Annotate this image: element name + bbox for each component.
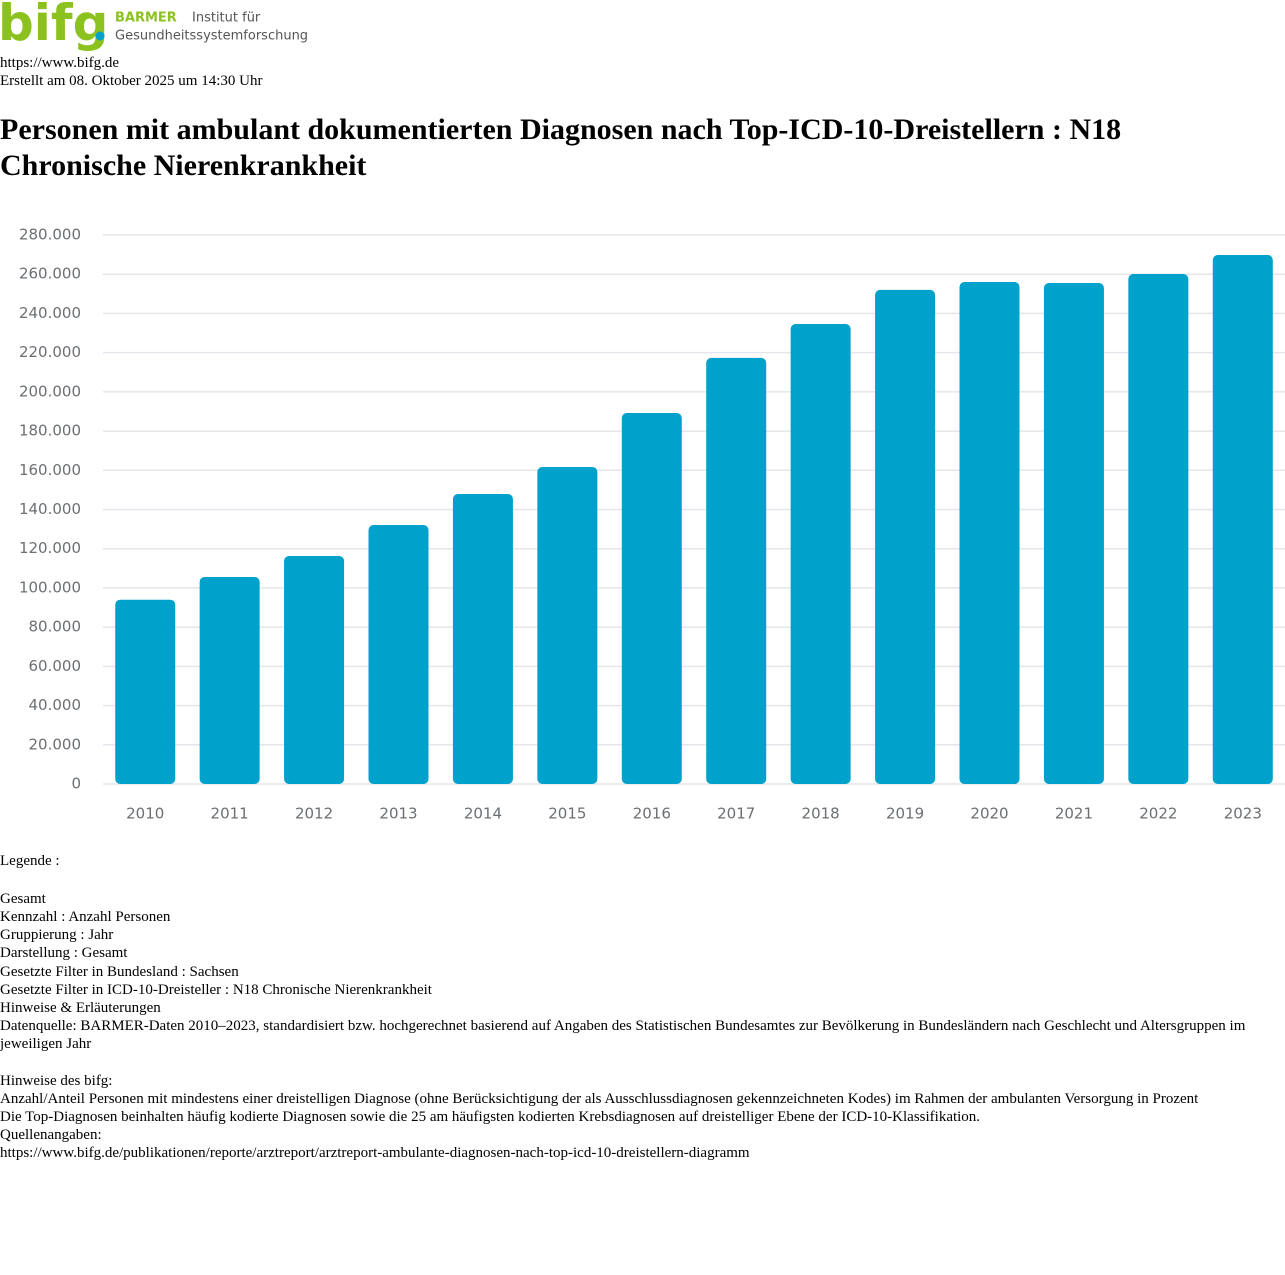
logo-dot: [95, 31, 105, 41]
x-tick-label: 2021: [1055, 805, 1093, 823]
detail-line: Datenquelle: BARMER-Daten 2010–2023, sta…: [0, 1018, 1246, 1053]
legend-label: Legende :: [0, 853, 60, 869]
note-line: Quellenangaben:: [0, 1127, 102, 1144]
bar: [115, 599, 176, 784]
logo-institute: Institut für: [192, 11, 261, 26]
y-tick-label: 180.000: [19, 422, 81, 440]
created: Erstellt am 08. Oktober 2025 um 14:30 Uh…: [0, 73, 263, 89]
bar: [790, 324, 851, 784]
legend-entry: Gesamt: [0, 891, 46, 907]
x-tick-label: 2020: [970, 805, 1008, 823]
logo: bifg BARMER Institut für Gesundheitssyst…: [0, 0, 308, 52]
y-tick-label: 0: [71, 775, 81, 793]
x-tick-label: 2015: [548, 805, 586, 823]
bar: [959, 282, 1020, 784]
bar: [875, 289, 936, 784]
detail-line: Kennzahl : Anzahl Personen: [0, 909, 171, 925]
bar: [284, 555, 345, 784]
detail-line: Gesetzte Filter in Bundesland : Sachsen: [0, 963, 239, 980]
note-line: Anzahl/Anteil Personen mit mindestens ei…: [0, 1090, 1199, 1107]
x-tick-label: 2013: [379, 805, 417, 823]
bar: [368, 524, 429, 784]
y-tick-label: 80.000: [29, 618, 82, 636]
y-tick-label: 140.000: [19, 500, 81, 518]
note-line: https://www.bifg.de/publikationen/report…: [0, 1145, 750, 1162]
logo-institute: Gesundheitssystemforschung: [115, 29, 308, 44]
logo-word: bifg: [0, 0, 108, 52]
x-tick-label: 2018: [802, 805, 840, 823]
bar: [452, 494, 513, 784]
note-line: Hinweise des bifg:: [0, 1072, 113, 1089]
y-tick-label: 40.000: [29, 696, 82, 714]
x-tick-label: 2010: [126, 805, 164, 823]
y-tick-label: 20.000: [29, 735, 82, 753]
y-tick-label: 100.000: [19, 578, 81, 596]
note-line: Die Top-Diagnosen beinhalten häufig kodi…: [0, 1109, 981, 1126]
x-tick-label: 2011: [211, 805, 249, 823]
x-tick-label: 2022: [1139, 805, 1177, 823]
detail-line: Gruppierung : Jahr: [0, 927, 114, 944]
y-tick-label: 60.000: [29, 657, 82, 675]
y-tick-label: 160.000: [19, 461, 81, 479]
bar: [706, 357, 767, 784]
title: Personen mit ambulant dokumentierten Dia…: [0, 113, 1122, 182]
detail-line: Darstellung : Gesamt: [0, 945, 128, 962]
x-tick-label: 2016: [633, 805, 671, 823]
y-tick-label: 200.000: [19, 382, 81, 400]
x-tick-label: 2014: [464, 805, 502, 823]
bar: [1043, 283, 1104, 784]
y-tick-label: 240.000: [19, 304, 81, 322]
bar: [199, 576, 260, 784]
logo-brand: BARMER: [115, 11, 177, 26]
details: Kennzahl : Anzahl Personen Gruppierung : …: [0, 908, 1280, 1163]
x-tick-label: 2023: [1224, 805, 1262, 823]
detail-line: Gesetzte Filter in ICD-10-Dreisteller : …: [0, 981, 432, 998]
bar: [537, 466, 598, 784]
y-tick-label: 260.000: [19, 265, 81, 283]
y-tick-label: 220.000: [19, 343, 81, 361]
bar: [621, 413, 682, 784]
x-tick-label: 2012: [295, 805, 333, 823]
bar: [1212, 254, 1273, 785]
x-tick-label: 2019: [886, 805, 924, 823]
y-tick-label: 120.000: [19, 539, 81, 557]
detail-line: Hinweise & Erläuterungen: [0, 1000, 161, 1017]
url: https://www.bifg.de: [0, 55, 120, 71]
bar: [1128, 274, 1189, 784]
x-tick-label: 2017: [717, 805, 755, 823]
chart: 0 20.000 40.000 60.000 80.000 100.000 120.000 1…: [19, 226, 1285, 823]
y-tick-label: 280.000: [19, 226, 81, 244]
